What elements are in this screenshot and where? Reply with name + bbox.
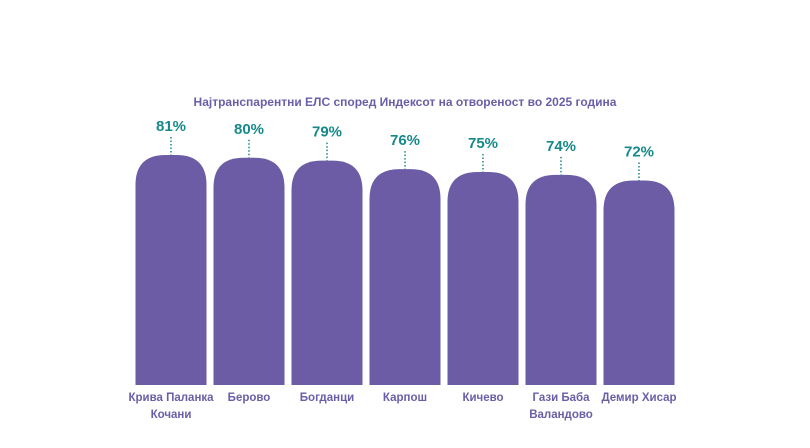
bar [525,174,597,385]
x-tick-label: Крива Паланка Кочани [128,392,214,421]
x-tick-label: Гази Баба Валандово [529,392,593,421]
x-tick-label: Берово [227,392,271,404]
bar [603,180,675,385]
bar [447,172,519,385]
value-label: 81% [156,118,186,135]
x-tick-label: Карпош [382,392,428,404]
x-tick-label: Богданци [299,392,355,404]
value-label: 75% [468,135,498,152]
x-tick-label: Демир Хисар [601,392,677,404]
value-label: 74% [546,138,576,155]
bar [291,160,363,385]
x-tick-label: Кичево [462,392,504,404]
bar [135,154,207,385]
value-label: 80% [234,121,264,138]
value-label: 76% [390,132,420,149]
value-label: 79% [312,124,342,141]
bar [369,169,441,385]
chart-title: Најтранспарентни ЕЛС според Индексот на … [194,95,617,109]
bar [213,157,285,385]
value-label: 72% [624,144,654,161]
